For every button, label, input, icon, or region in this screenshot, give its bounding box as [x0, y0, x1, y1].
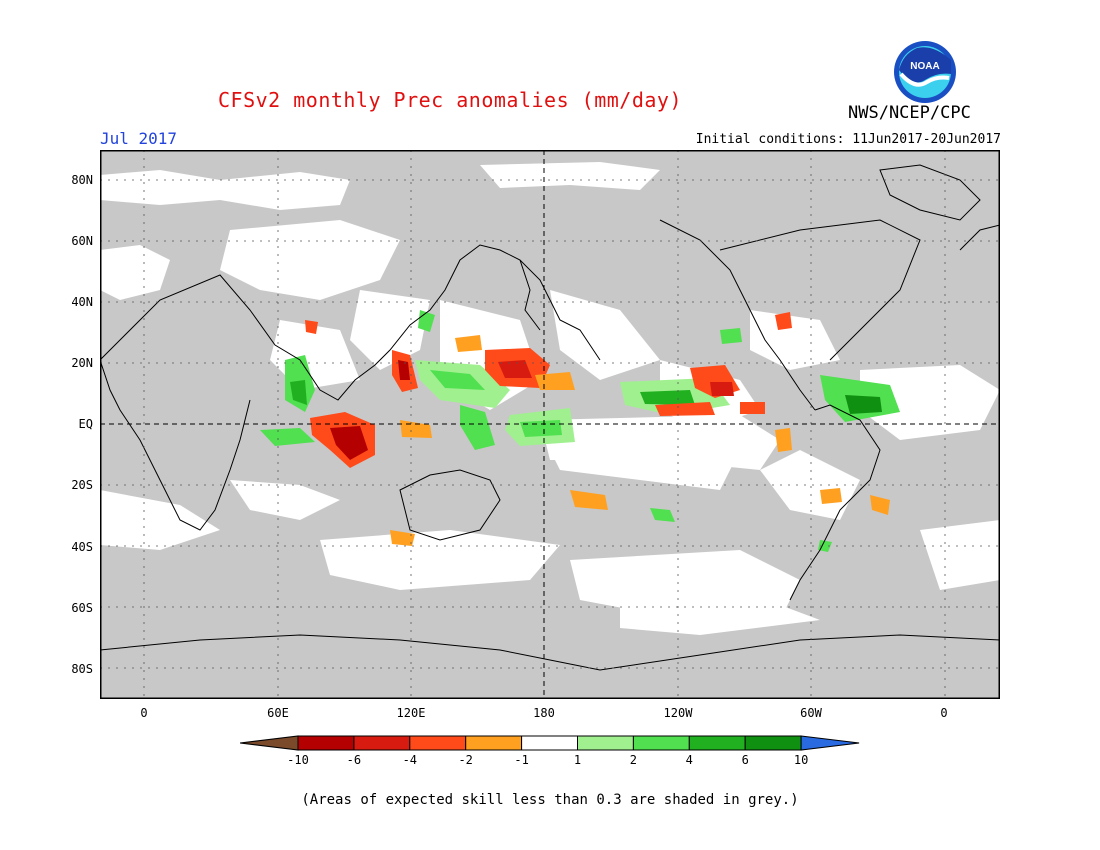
lon-label-0: 0 — [140, 706, 148, 720]
colorbar-box — [521, 735, 579, 751]
skill-footnote: (Areas of expected skill less than 0.3 a… — [301, 792, 799, 808]
colorbar-label: 1 — [573, 753, 582, 767]
colorbar-box — [577, 735, 634, 751]
lon-label-120w: 120W — [663, 706, 693, 720]
colorbar-box — [744, 735, 802, 751]
lon-label-60e: 60E — [267, 706, 289, 720]
colorbar-box — [409, 735, 467, 751]
lat-label-20n: 20N — [71, 356, 93, 370]
colorbar-label: -4 — [402, 753, 418, 767]
coastlines — [100, 164, 1000, 671]
colorbar-box — [465, 735, 523, 751]
colorbar-box — [353, 735, 411, 751]
colorbar-label: -10 — [287, 753, 309, 767]
lat-label-eq: EQ — [78, 417, 93, 431]
colorbar-arrow-low — [240, 735, 299, 751]
map-frame — [100, 150, 1000, 699]
colorbar-box — [297, 735, 355, 751]
colorbar-label: -1 — [514, 753, 529, 767]
colorbar-label: 4 — [685, 753, 693, 767]
map-title: CFSv2 monthly Prec anomalies (mm/day) — [217, 88, 683, 112]
noaa-logo: NOAA — [894, 41, 956, 103]
colorbar-label: 6 — [741, 753, 749, 767]
lat-label-60n: 60N — [71, 234, 93, 248]
lon-label-60w: 60W — [800, 706, 822, 720]
noaa-logo-text: NOAA — [910, 61, 939, 72]
lon-label-120e: 120E — [396, 706, 426, 720]
colorbar — [240, 735, 860, 751]
lat-label-40n: 40N — [71, 295, 93, 309]
graticule — [100, 150, 1000, 699]
colorbar-label: 2 — [629, 753, 637, 767]
colorbar-label: -6 — [346, 753, 362, 767]
colorbar-label: 10 — [793, 753, 809, 767]
lon-label-0-east: 0 — [940, 706, 948, 720]
initial-conditions: Initial conditions: 11Jun2017-20Jun2017 — [695, 132, 1001, 147]
lon-label-180: 180 — [533, 706, 555, 720]
valid-month: Jul 2017 — [100, 129, 178, 148]
lat-label-60s: 60S — [71, 601, 93, 615]
lat-label-80s: 80S — [71, 662, 93, 676]
colorbar-label: -2 — [458, 753, 473, 767]
low-anomaly-areas — [100, 162, 1000, 635]
colorbar-box — [688, 735, 746, 751]
negative-anomalies — [305, 312, 890, 546]
lat-label-20s: 20S — [71, 478, 93, 492]
colorbar-arrow-high — [800, 735, 860, 751]
agency-label: NWS/NCEP/CPC — [848, 103, 971, 123]
lat-label-80n: 80N — [71, 173, 93, 187]
anomaly-map — [100, 150, 1000, 699]
colorbar-box — [632, 735, 690, 751]
lat-label-40s: 40S — [71, 540, 93, 554]
